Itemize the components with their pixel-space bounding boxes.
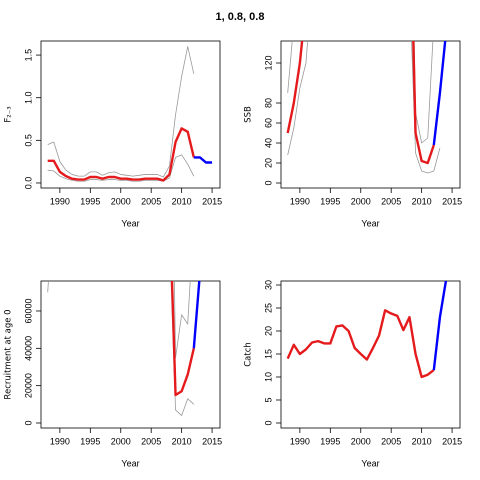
- interval-line: [287, 41, 441, 174]
- x-tick-label: 2010: [172, 436, 192, 446]
- x-axis-label: Year: [121, 218, 139, 228]
- x-tick-label: 2005: [381, 196, 401, 206]
- x-tick-label: 2010: [412, 196, 432, 206]
- series-line: [286, 41, 435, 165]
- x-tick-label: 2015: [442, 436, 462, 446]
- y-tick-label: 30: [263, 280, 273, 290]
- series-line: [192, 281, 201, 349]
- interval-line: [287, 41, 434, 144]
- y-axis-label: SSB: [244, 106, 254, 123]
- y-tick-label: 0: [23, 420, 33, 425]
- y-tick-label: 1.5: [23, 49, 33, 62]
- y-tick-label: 5: [263, 397, 273, 402]
- x-tick-label: 2015: [442, 196, 462, 206]
- x-axis-label: Year: [361, 218, 379, 228]
- y-tick-label: 60000: [23, 298, 33, 323]
- plot-frame: [280, 280, 461, 429]
- series-line: [286, 309, 435, 379]
- panel: 1990 1995 2000 2005 2010 2015 0 20 40 60 80 120 Year…: [244, 40, 462, 228]
- x-tick-label: 2010: [172, 196, 192, 206]
- x-tick-label: 2000: [351, 196, 371, 206]
- panel: 1990 1995 2000 2005 2010 2015 0.0 0.5 1.0 1.5 Year…: [4, 40, 222, 228]
- y-tick-label: 60: [263, 118, 273, 128]
- x-tick-label: 2005: [141, 196, 161, 206]
- y-tick-label: 0: [263, 180, 273, 185]
- y-tick-label: 25: [263, 303, 273, 313]
- plot-frame: [280, 40, 461, 189]
- y-tick-label: 120: [263, 55, 273, 70]
- y-tick-label: 0.0: [23, 177, 33, 190]
- x-tick-label: 2010: [412, 436, 432, 446]
- interval-line: [47, 46, 195, 178]
- y-tick-label: 0.5: [23, 134, 33, 147]
- figure-title: 1, 0.8, 0.8: [216, 11, 265, 23]
- y-tick-label: 40000: [23, 336, 33, 361]
- lines: [47, 281, 201, 416]
- x-tick-label: 1995: [80, 196, 100, 206]
- x-tick-label: 1990: [50, 196, 70, 206]
- x-tick-label: 1995: [320, 196, 340, 206]
- x-tick-label: 2000: [111, 196, 131, 206]
- series-line: [193, 156, 213, 164]
- x-axis-label: Year: [361, 458, 379, 468]
- y-tick-label: 20000: [23, 373, 33, 398]
- lines: [286, 281, 448, 379]
- y-tick-label: 10: [263, 372, 273, 382]
- y-tick-label: 40: [263, 138, 273, 148]
- lines: [47, 46, 213, 182]
- y-tick-label: 20: [263, 326, 273, 336]
- panel: 1990 1995 2000 2005 2010 2015 0 20000 40000 60000…: [4, 280, 222, 468]
- plot-frame: [40, 40, 221, 189]
- x-axis-label: Year: [121, 458, 139, 468]
- x-tick-label: 2005: [381, 436, 401, 446]
- y-axis-label: F₂₋₃: [4, 106, 14, 122]
- x-tick-label: 2000: [111, 436, 131, 446]
- x-tick-label: 1990: [290, 196, 310, 206]
- x-tick-label: 2005: [141, 436, 161, 446]
- x-tick-label: 2000: [351, 436, 371, 446]
- panel: 1990 1995 2000 2005 2010 2015 0 5 10 15 20 25 30 Year…: [244, 280, 463, 468]
- series-line: [432, 281, 448, 371]
- x-tick-label: 1990: [290, 436, 310, 446]
- y-axis-label: Recruitment at age 0: [4, 309, 14, 399]
- y-tick-label: 80: [263, 98, 273, 108]
- lines: [286, 41, 447, 174]
- x-tick-label: 1995: [320, 436, 340, 446]
- x-tick-label: 1990: [50, 436, 70, 446]
- y-tick-label: 0: [263, 420, 273, 425]
- interval-line: [47, 154, 195, 182]
- x-tick-label: 2015: [202, 436, 222, 446]
- series-line: [432, 41, 447, 146]
- x-tick-label: 1995: [80, 436, 100, 446]
- y-axis-label: Catch: [244, 342, 254, 367]
- y-tick-label: 20: [263, 158, 273, 168]
- series-line: [47, 127, 195, 182]
- plot-frame: [40, 280, 221, 429]
- y-tick-label: 15: [263, 349, 273, 359]
- x-tick-label: 2015: [202, 196, 222, 206]
- y-tick-label: 1.0: [23, 91, 33, 104]
